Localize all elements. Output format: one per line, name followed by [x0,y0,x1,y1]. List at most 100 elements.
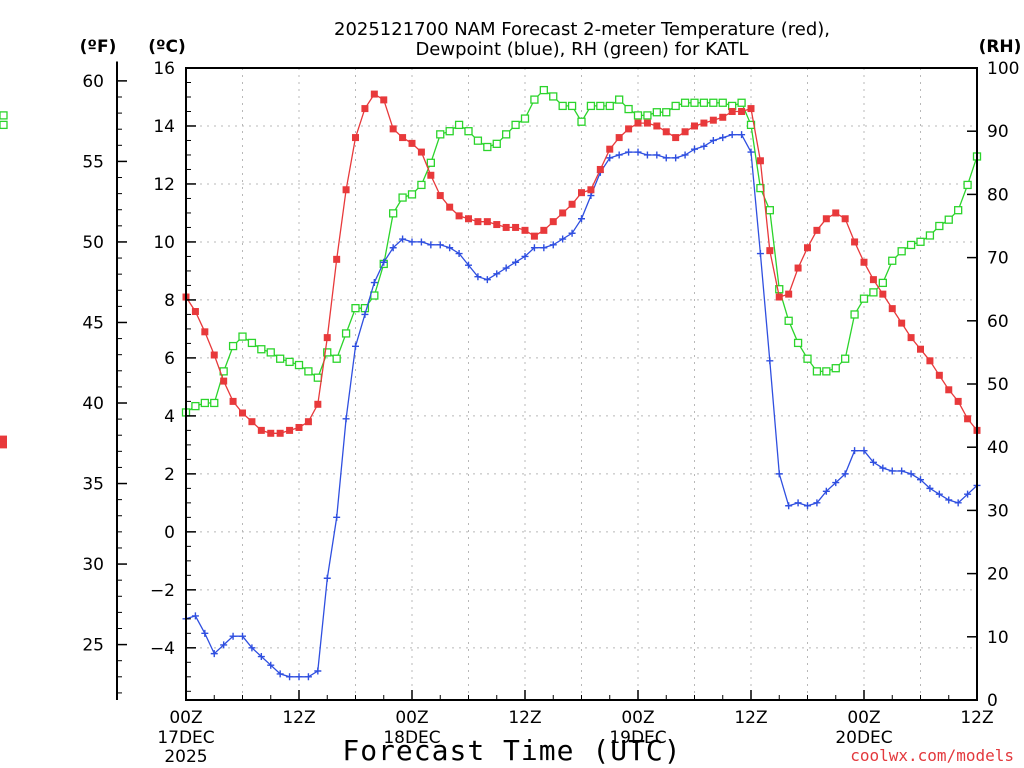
rh-point-80 [935,221,944,231]
rh-point-51 [662,108,671,117]
dewpoint-point-11 [286,673,294,681]
rh-point-86 [0,111,8,120]
temperature-point-22 [389,125,397,133]
dewpoint-point-8 [257,653,265,661]
rh-point-43 [586,101,596,111]
temperature-point-30 [465,215,472,223]
dewpoint-point-35 [512,258,520,266]
rh-point-70 [841,354,850,363]
dewpoint-point-65 [794,499,802,507]
rh-point-75 [888,256,897,265]
series-line-0 [185,93,978,434]
rh-point-24 [407,190,417,199]
temperature-point-78 [917,345,924,353]
rh-point-81 [944,215,953,224]
dewpoint-point-75 [888,467,896,475]
dewpoint-point-7 [248,644,256,652]
rh-point-13 [304,367,313,376]
rh-point-63 [775,285,784,294]
temperature-point-17 [342,186,350,194]
dewpoint-point-10 [276,670,284,678]
celsius-tick-label-1: 14 [153,117,175,137]
temperature-point-16 [333,255,341,263]
x-tick-time-5: 12Z [734,708,767,728]
dewpoint-point-68 [822,487,830,495]
dewpoint-point-74 [879,464,887,472]
temperature-point-67 [813,226,821,234]
temperature-point-3 [210,351,218,359]
temperature-point-5 [229,397,237,405]
dewpoint-point-9 [267,661,275,669]
temperature-point-43 [587,186,595,194]
temperature-point-42 [578,189,585,197]
temperature-point-26 [427,171,435,179]
celsius-unit-label: (ºC) [148,37,186,57]
dewpoint-point-66 [804,502,811,510]
dewpoint-point-14 [314,667,322,675]
temperature-point-10 [276,429,284,437]
rh-tick-label-8: 20 [987,565,1009,585]
dewpoint-point-28 [446,244,454,252]
dewpoint-point-40 [559,235,567,243]
dewpoint-point-47 [625,148,633,156]
rh-point-5 [228,341,238,351]
rh-point-74 [878,278,887,288]
x-tick-time-4: 00Z [621,708,654,728]
dewpoint-point-60 [747,148,755,156]
rh-point-32 [483,142,492,152]
rh-point-6 [238,332,247,341]
rh-point-52 [671,101,680,111]
fahrenheit-tick-label-0: 60 [82,72,104,92]
rh-point-2 [200,398,209,408]
rh-point-33 [492,139,501,148]
rh-point-77 [906,240,916,250]
rh-point-56 [709,98,718,107]
rh-point-82 [954,206,963,215]
rh-point-35 [511,120,520,130]
temperature-point-51 [662,128,670,136]
dewpoint-point-64 [785,502,793,510]
rh-point-73 [869,288,878,297]
axes: 1614121086420−2−460555045403530251009080… [82,59,1019,767]
rh-point-8 [257,345,266,354]
dewpoint-point-48 [634,148,642,156]
rh-point-28 [445,127,454,136]
dewpoint-point-13 [304,673,312,681]
dewpoint-point-76 [898,467,906,475]
dewpoint-point-77 [907,470,915,478]
temperature-point-15 [323,334,331,342]
celsius-tick-label-10: −4 [150,639,175,659]
rh-tick-label-7: 30 [987,501,1009,521]
rh-point-59 [737,98,746,107]
temperature-point-40 [559,209,567,217]
temperature-point-18 [352,134,359,142]
temperature-point-9 [267,429,275,437]
temperature-point-61 [756,157,764,165]
rh-point-7 [247,338,257,348]
temperature-point-55 [700,119,708,127]
dewpoint-point-37 [530,244,538,252]
celsius-tick-label-7: 2 [164,465,175,485]
fahrenheit-tick-label-6: 30 [82,555,104,575]
rh-point-37 [530,95,539,104]
rh-point-17 [341,329,351,338]
rh-point-78 [916,237,925,246]
temperature-point-56 [709,116,717,124]
rh-point-68 [822,367,831,376]
celsius-tick-label-6: 4 [164,407,175,427]
dewpoint-point-29 [455,250,463,258]
temperature-point-8 [257,426,265,434]
rh-tick-label-4: 60 [987,312,1009,332]
rh-point-53 [680,98,690,107]
temperature-point-36 [521,226,529,234]
temperature-point-27 [436,192,444,200]
temperature-point-41 [568,200,576,208]
temperature-point-62 [766,247,774,255]
temperature-point-68 [822,215,830,223]
rh-tick-label-6: 40 [987,438,1009,458]
temperature-point-6 [239,409,246,417]
temperature-point-49 [643,119,651,127]
rh-point-64 [784,316,793,325]
rh-point-9 [266,348,275,357]
temperature-point-13 [304,418,312,426]
